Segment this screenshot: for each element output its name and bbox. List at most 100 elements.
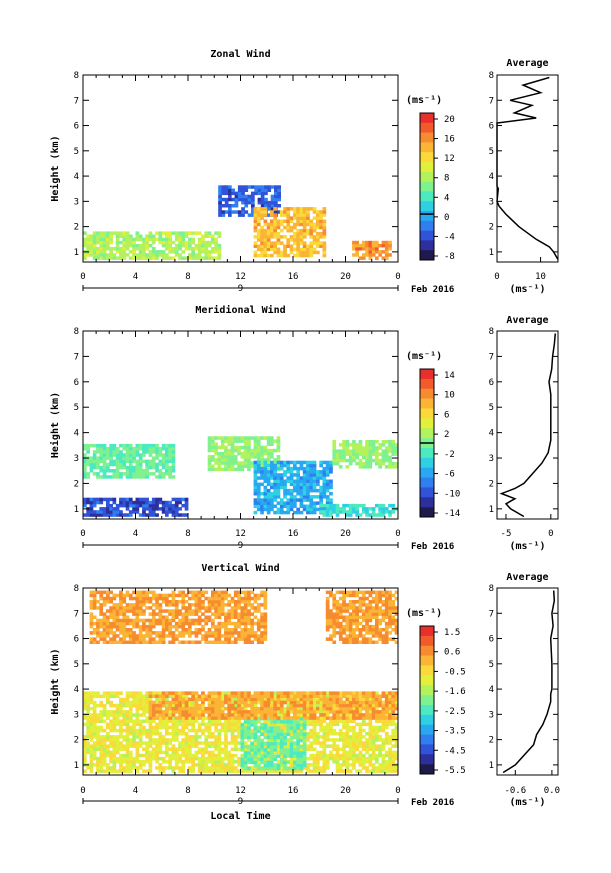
heatmap-cell [381, 440, 386, 444]
heatmap-cell [155, 513, 159, 517]
heatmap-cell [296, 247, 300, 252]
colorbar-swatch [420, 240, 434, 251]
heatmap-cell [132, 503, 136, 508]
heatmap-cell [283, 235, 287, 239]
heatmap-cell [220, 741, 225, 745]
heatmap-cell [335, 750, 340, 755]
heatmap-cell [375, 446, 379, 450]
heatmap-cell [155, 237, 159, 242]
heatmap-cell [165, 732, 169, 736]
heatmap-cell [178, 694, 182, 698]
heatmap-cell [102, 756, 107, 761]
heatmap-cell [138, 694, 143, 699]
heatmap-cell [158, 766, 163, 770]
heatmap-cell [233, 747, 238, 751]
heatmap-cell [218, 185, 222, 189]
heatmap-cell [256, 501, 261, 505]
heatmap-cell [253, 436, 258, 440]
heatmap-cell [237, 436, 241, 440]
heatmap-cell [276, 466, 281, 471]
heatmap-cell [168, 719, 172, 723]
heatmap-cell [207, 691, 212, 695]
heatmap-cell [306, 703, 310, 708]
heatmap-cell [201, 728, 205, 733]
y-tick-label: 4 [74, 429, 79, 439]
heatmap-cell [83, 500, 87, 505]
heatmap-cell [99, 760, 104, 764]
heatmap-cell [335, 769, 340, 773]
heatmap-cell [194, 750, 199, 755]
heatmap-cell [263, 247, 268, 252]
colorbar-swatch [420, 447, 434, 459]
heatmap-cell [270, 185, 275, 189]
heatmap-cell [270, 710, 274, 714]
heatmap-cell [299, 751, 304, 755]
heatmap-cell [391, 769, 396, 773]
heatmap-cell [115, 453, 120, 457]
heatmap-cell [332, 691, 337, 695]
heatmap-cell [381, 738, 386, 742]
heatmap-cell [289, 691, 294, 695]
heatmap-cell [233, 753, 238, 758]
heatmap-cell [266, 244, 271, 248]
heatmap-cell [217, 719, 222, 723]
heatmap-cell [191, 763, 195, 767]
heatmap-cell [348, 443, 353, 447]
heatmap-cell [201, 243, 205, 248]
average-y-tick-label: 3 [489, 197, 494, 207]
heatmap-cell [251, 194, 255, 199]
heatmap-cell [316, 722, 320, 727]
heatmap-cell [375, 719, 379, 723]
heatmap-cell [224, 461, 228, 465]
heatmap-cell [171, 256, 176, 260]
heatmap-cell [224, 694, 228, 698]
heatmap-cell [99, 766, 104, 770]
heatmap-cell [148, 725, 153, 730]
heatmap-cell [247, 700, 251, 705]
heatmap-cell [332, 703, 337, 708]
heatmap-cell [240, 760, 245, 765]
heatmap-cell [345, 738, 350, 742]
heatmap-cell [319, 722, 323, 727]
heatmap-cell [338, 697, 343, 702]
heatmap-cell [348, 744, 353, 748]
heatmap-cell [345, 510, 350, 514]
heatmap-cell [296, 691, 300, 695]
heatmap-cell [158, 713, 163, 717]
heatmap-cell [174, 719, 179, 723]
heatmap-cell [270, 436, 274, 440]
heatmap-cell [194, 713, 199, 717]
heatmap-cell [168, 443, 172, 448]
heatmap-cell [214, 744, 218, 748]
heatmap-cell [161, 231, 166, 235]
colorbar-tick-label: 20 [444, 115, 455, 125]
heatmap-cell [102, 510, 107, 514]
heatmap-cell [181, 234, 186, 238]
heatmap-cell [165, 691, 169, 695]
heatmap-cell [86, 240, 90, 245]
heatmap-cell [332, 738, 337, 742]
heatmap-cell [283, 492, 287, 496]
heatmap-cell [306, 716, 310, 720]
heatmap-cell [322, 513, 327, 517]
heatmap-cell [161, 503, 166, 508]
heatmap-cell [214, 231, 218, 235]
heatmap-cell [233, 719, 238, 723]
heatmap-cell [230, 448, 235, 453]
heatmap-cell [99, 256, 104, 260]
heatmap-cell [158, 469, 163, 473]
heatmap-cell [99, 450, 104, 454]
heatmap-cell [325, 501, 330, 505]
heatmap-cell [138, 453, 143, 457]
heatmap-cell [218, 213, 222, 217]
heatmap-cell [348, 507, 353, 511]
heatmap-cell [388, 760, 392, 764]
heatmap-cell [375, 449, 379, 453]
heatmap-cell [322, 460, 327, 465]
heatmap-cell [256, 458, 261, 462]
heatmap-cell [207, 234, 212, 238]
heatmap-cell [230, 455, 235, 459]
heatmap-cell [251, 210, 255, 214]
heatmap-cell [270, 473, 274, 477]
heatmap-cell [240, 766, 245, 771]
